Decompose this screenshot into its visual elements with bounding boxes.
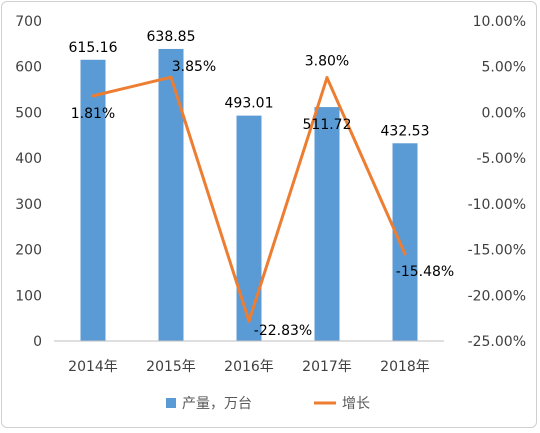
growth-point-4 (403, 252, 407, 256)
right-tick-label-0: -25.00% (468, 334, 526, 350)
growth-point-3 (325, 76, 329, 80)
bar-data-labels: 615.16 638.85 493.01 511.72 432.53 (69, 29, 430, 139)
growth-value-label-1: 3.85% (172, 59, 216, 75)
growth-value-label-2: -22.83% (254, 323, 312, 339)
right-axis-ticks: -25.00% -20.00% -15.00% -10.00% -5.00% 0.00% 5… (468, 14, 526, 350)
bar-value-label-2: 493.01 (225, 96, 274, 112)
legend-swatch-bar (166, 398, 176, 408)
legend-label-bar: 产量，万台 (182, 396, 252, 412)
x-tick-label-0: 2014年 (68, 359, 118, 375)
right-tick-label-3: -10.00% (468, 197, 526, 213)
line-layer (91, 75, 407, 323)
left-axis-ticks: 0 100 200 300 400 500 600 700 (15, 14, 42, 350)
bar-value-label-4: 432.53 (381, 123, 430, 139)
growth-value-label-4: -15.48% (396, 264, 454, 280)
left-tick-label-6: 600 (15, 60, 42, 76)
right-tick-label-7: 10.00% (473, 14, 526, 30)
growth-value-label-3: 3.80% (305, 54, 349, 70)
right-tick-label-6: 5.00% (482, 60, 526, 76)
bars-layer (80, 48, 418, 342)
bar-value-label-3: 511.72 (303, 117, 352, 133)
growth-point-1 (169, 75, 173, 79)
left-tick-label-2: 200 (15, 243, 42, 259)
x-tick-label-3: 2017年 (302, 359, 352, 375)
x-tick-label-1: 2015年 (146, 359, 196, 375)
x-tick-label-2: 2016年 (224, 359, 274, 375)
growth-point-2 (247, 319, 251, 323)
x-tick-label-4: 2018年 (380, 359, 430, 375)
bar-value-label-1: 638.85 (147, 29, 196, 45)
x-axis-ticks: 2014年 2015年 2016年 2017年 2018年 (68, 359, 430, 375)
right-tick-label-4: -5.00% (476, 151, 526, 167)
bar-4 (392, 143, 418, 341)
right-tick-label-5: 0.00% (482, 105, 526, 121)
bar-0 (80, 59, 106, 342)
growth-point-0 (91, 94, 95, 98)
left-tick-label-5: 500 (15, 105, 42, 121)
line-data-labels: 1.81% 3.85% -22.83% 3.80% -15.48% (71, 54, 454, 339)
left-tick-label-1: 100 (15, 288, 42, 304)
legend-label-line: 增长 (342, 396, 370, 412)
combo-chart: 0 100 200 300 400 500 600 700 -25.00% -20.00% -15… (15, 14, 526, 412)
left-tick-label-7: 700 (15, 14, 42, 30)
bar-value-label-0: 615.16 (69, 40, 118, 56)
bar-2 (236, 115, 262, 342)
left-tick-label-3: 300 (15, 197, 42, 213)
left-tick-label-0: 0 (33, 334, 42, 350)
right-tick-label-1: -20.00% (468, 288, 526, 304)
chart-frame: 0 100 200 300 400 500 600 700 -25.00% -20.00% -15… (1, 1, 537, 428)
legend: 产量，万台 增长 (166, 396, 370, 412)
left-tick-label-4: 400 (15, 151, 42, 167)
right-tick-label-2: -15.00% (468, 243, 526, 259)
growth-value-label-0: 1.81% (71, 106, 115, 122)
bar-3 (314, 107, 340, 341)
bar-1 (158, 48, 184, 341)
